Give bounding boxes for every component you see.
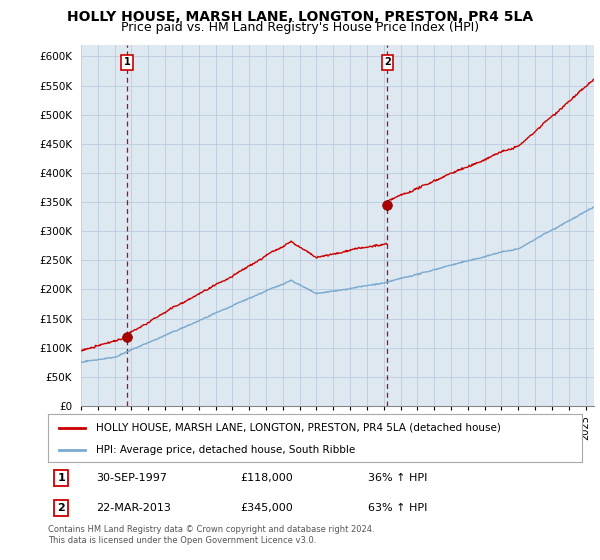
Text: 1: 1 [124,57,131,67]
Text: HOLLY HOUSE, MARSH LANE, LONGTON, PRESTON, PR4 5LA: HOLLY HOUSE, MARSH LANE, LONGTON, PRESTO… [67,10,533,24]
Text: Contains HM Land Registry data © Crown copyright and database right 2024.
This d: Contains HM Land Registry data © Crown c… [48,525,374,545]
Text: HPI: Average price, detached house, South Ribble: HPI: Average price, detached house, Sout… [96,445,355,455]
Text: £345,000: £345,000 [240,503,293,513]
Text: HOLLY HOUSE, MARSH LANE, LONGTON, PRESTON, PR4 5LA (detached house): HOLLY HOUSE, MARSH LANE, LONGTON, PRESTO… [96,423,501,433]
Text: 30-SEP-1997: 30-SEP-1997 [96,473,167,483]
Text: 36% ↑ HPI: 36% ↑ HPI [368,473,428,483]
Text: 1: 1 [58,473,65,483]
Text: 2: 2 [384,57,391,67]
Text: £118,000: £118,000 [240,473,293,483]
Text: 2: 2 [58,503,65,513]
Text: 22-MAR-2013: 22-MAR-2013 [96,503,171,513]
Text: 63% ↑ HPI: 63% ↑ HPI [368,503,428,513]
Text: Price paid vs. HM Land Registry's House Price Index (HPI): Price paid vs. HM Land Registry's House … [121,21,479,34]
